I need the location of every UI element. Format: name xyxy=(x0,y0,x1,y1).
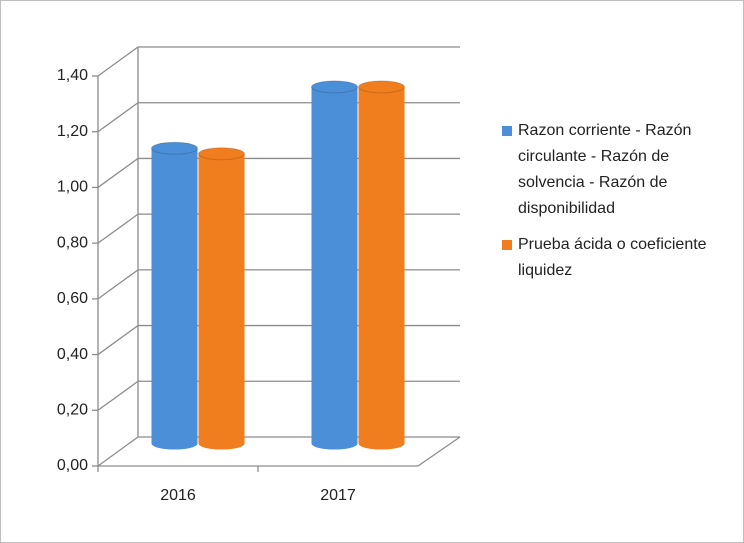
legend-label: Prueba ácida o coeficiente liquidez xyxy=(518,236,707,279)
y-tick-label: 0,00 xyxy=(57,457,88,474)
bar-shade xyxy=(198,153,245,450)
bar-shade xyxy=(311,86,358,450)
y-tick-label: 1,40 xyxy=(57,67,88,84)
bar xyxy=(151,141,198,450)
y-tick-label: 0,80 xyxy=(57,234,88,251)
bar xyxy=(358,80,405,450)
y-tick-label: 1,00 xyxy=(57,179,88,196)
x-tick-label: 2016 xyxy=(160,487,196,504)
y-tick-label: 1,20 xyxy=(57,123,88,140)
legend-entry: Razon corriente - Razón circulante - Raz… xyxy=(502,118,738,222)
bar-shade xyxy=(151,148,198,450)
y-tick-label: 0,60 xyxy=(57,290,88,307)
bar-top xyxy=(151,141,198,155)
y-tick-label: 0,20 xyxy=(57,402,88,419)
bar-top xyxy=(198,147,245,161)
floor-right xyxy=(417,436,461,467)
y-tick-label: 0,40 xyxy=(57,346,88,363)
legend-swatch xyxy=(502,126,512,136)
bar-shade xyxy=(358,86,405,450)
legend-swatch xyxy=(502,240,512,250)
grid-line xyxy=(97,46,460,77)
bar xyxy=(311,80,358,450)
x-tick-label: 2017 xyxy=(320,487,356,504)
legend-entry: Prueba ácida o coeficiente liquidez xyxy=(502,232,738,284)
bar-top xyxy=(358,80,405,94)
legend-label: Razon corriente - Razón circulante - Raz… xyxy=(518,122,692,217)
legend: Razon corriente - Razón circulante - Raz… xyxy=(502,118,738,294)
bar xyxy=(198,147,245,450)
bar-top xyxy=(311,80,358,94)
